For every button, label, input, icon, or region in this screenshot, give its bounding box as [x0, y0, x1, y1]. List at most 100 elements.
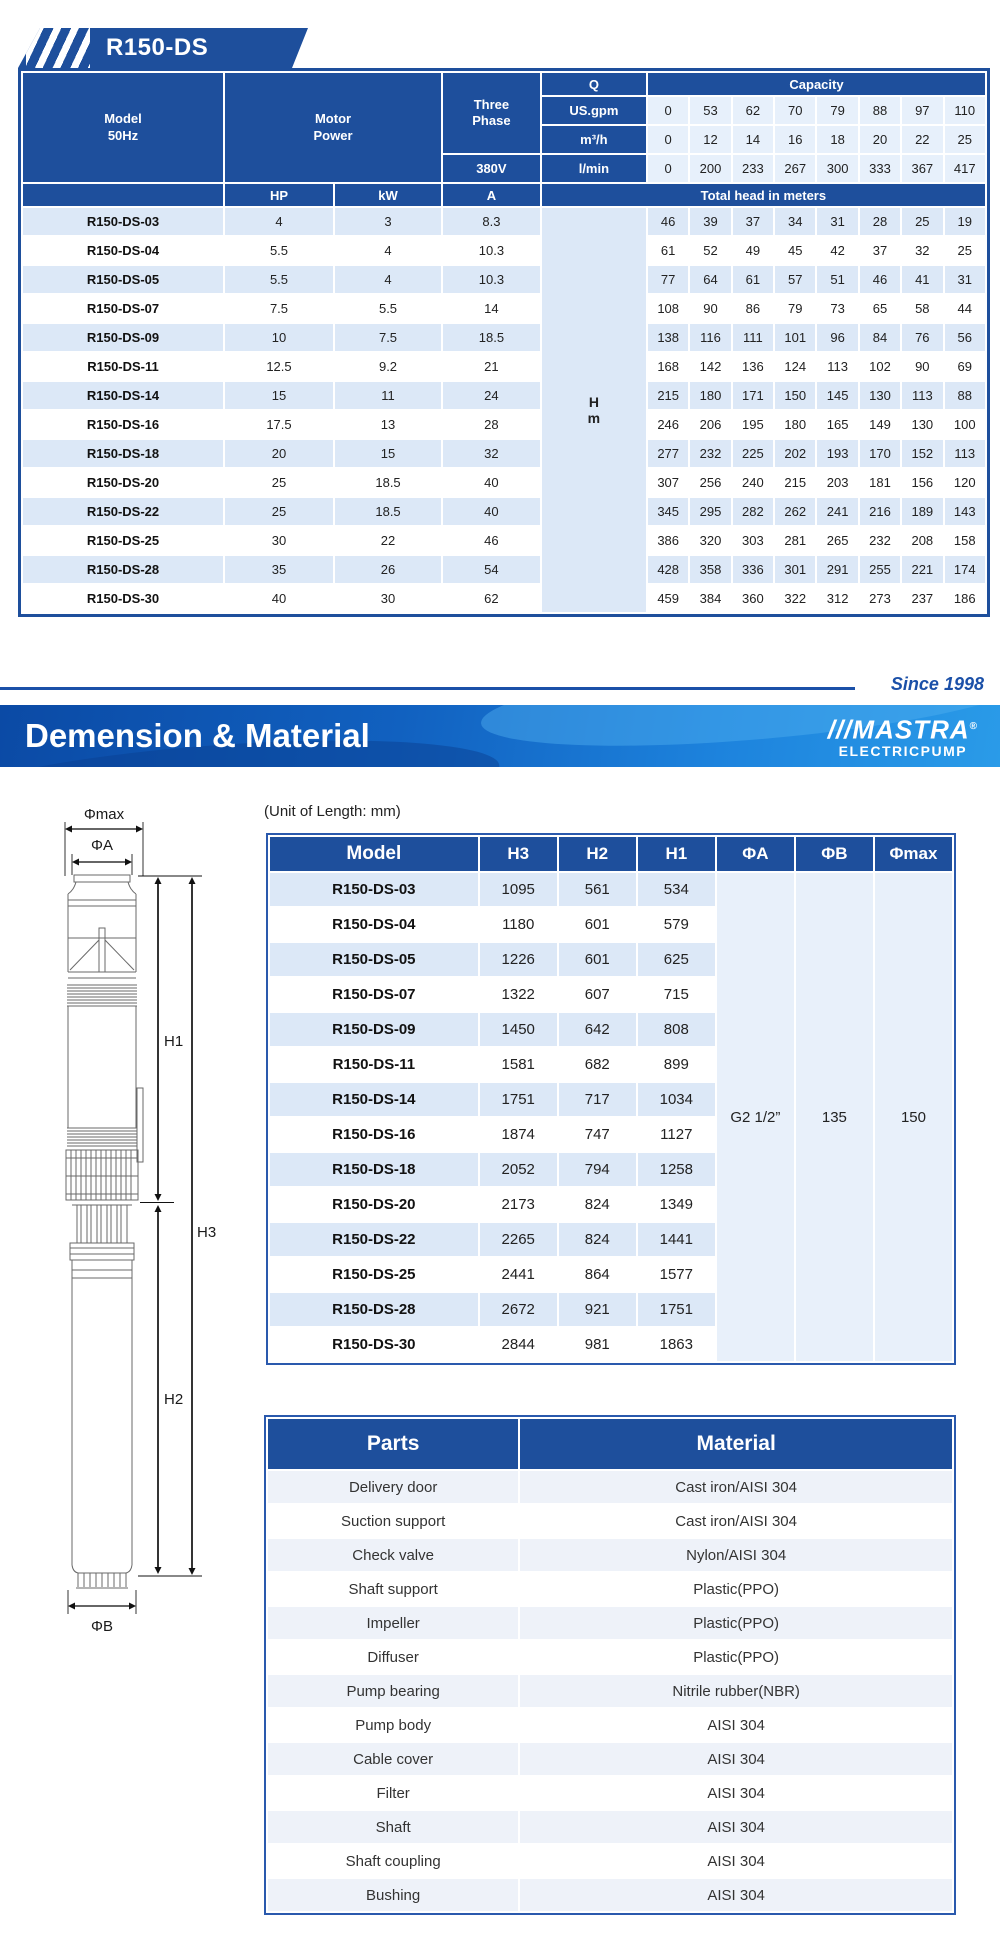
amp-cell: 8.3: [443, 208, 540, 235]
since-text: Since 1998: [890, 674, 984, 694]
performance-row: R150-DS-18 20 15 32 277 232 225 202 193 …: [23, 440, 985, 467]
part-row: Pump bearing Nitrile rubber(NBR): [268, 1675, 952, 1707]
hp-cell: 40: [225, 585, 333, 612]
capacity-value: 79: [817, 97, 858, 124]
head-value: 61: [647, 237, 689, 264]
head-value: 221: [902, 556, 943, 583]
head-value: 84: [859, 324, 901, 351]
h3-cell: 1450: [479, 1013, 557, 1046]
part-row: Shaft support Plastic(PPO): [268, 1573, 952, 1605]
amp-cell: 62: [443, 585, 540, 612]
phi-a-value-cell: G2 1/2”: [716, 873, 794, 1361]
material-cell: AISI 304: [520, 1709, 952, 1741]
head-value: 255: [859, 556, 901, 583]
kw-cell: 11: [334, 382, 442, 409]
dimension-row: R150-DS-14 1751 717 1034: [270, 1083, 952, 1116]
head-value: 39: [690, 208, 731, 235]
part-row: Shaft AISI 304: [268, 1811, 952, 1843]
amp-cell: 24: [443, 382, 540, 409]
head-value: 240: [732, 469, 774, 496]
model-cell: R150-DS-20: [270, 1188, 478, 1221]
phi-max-value-cell: 150: [874, 873, 952, 1361]
material-cell: AISI 304: [520, 1743, 952, 1775]
head-value: 360: [732, 585, 774, 612]
head-value: 281: [775, 527, 816, 554]
performance-row: R150-DS-30 40 30 62 459 384 360 322 312 …: [23, 585, 985, 612]
h3-cell: 1180: [479, 908, 557, 941]
h2-cell: 642: [558, 1013, 636, 1046]
head-value: 73: [817, 295, 858, 322]
h3-cell: 2052: [479, 1153, 557, 1186]
head-value: 28: [859, 208, 901, 235]
material-cell: AISI 304: [520, 1845, 952, 1877]
h2-cell: 824: [558, 1188, 636, 1221]
hp-header: HP: [225, 184, 333, 206]
material-cell: AISI 304: [520, 1811, 952, 1843]
head-value: 88: [944, 382, 985, 409]
capacity-value: 0: [647, 126, 689, 153]
model-cell: R150-DS-05: [270, 943, 478, 976]
brand-subtitle: ELECTRICPUMP: [838, 742, 968, 759]
part-name-cell: Filter: [268, 1777, 519, 1809]
dim-h2-header: H2: [558, 837, 636, 871]
dimension-row: R150-DS-30 2844 981 1863: [270, 1328, 952, 1361]
kw-cell: 15: [334, 440, 442, 467]
head-value: 130: [859, 382, 901, 409]
head-value: 180: [775, 411, 816, 438]
performance-row: R150-DS-03 4 3 8.3 H m 46 39 37 34 31 28…: [23, 208, 985, 612]
head-value: 277: [647, 440, 689, 467]
head-value: 101: [775, 324, 816, 351]
head-value: 171: [732, 382, 774, 409]
hp-cell: 15: [225, 382, 333, 409]
model-cell: R150-DS-14: [23, 382, 223, 409]
part-row: Diffuser Plastic(PPO): [268, 1641, 952, 1673]
performance-row: R150-DS-22 25 18.5 40 345 295 282 262 24…: [23, 498, 985, 525]
kw-cell: 5.5: [334, 295, 442, 322]
h1-cell: 1034: [637, 1083, 715, 1116]
part-name-cell: Cable cover: [268, 1743, 519, 1775]
dim-label-h2: H2: [164, 1391, 183, 1408]
model-cell: R150-DS-25: [270, 1258, 478, 1291]
hp-cell: 7.5: [225, 295, 333, 322]
head-value: 57: [775, 266, 816, 293]
capacity-value: 25: [944, 126, 985, 153]
parts-header: Parts: [268, 1419, 519, 1469]
head-value: 32: [902, 237, 943, 264]
hp-cell: 20: [225, 440, 333, 467]
performance-row: R150-DS-14 15 11 24 215 180 171 150 145 …: [23, 382, 985, 409]
h2-cell: 794: [558, 1153, 636, 1186]
head-value: 64: [690, 266, 731, 293]
head-value: 174: [944, 556, 985, 583]
material-cell: Plastic(PPO): [520, 1573, 952, 1605]
head-value: 215: [775, 469, 816, 496]
material-cell: Nylon/AISI 304: [520, 1539, 952, 1571]
brand-name: MASTRA: [852, 714, 970, 745]
dimension-row: R150-DS-25 2441 864 1577: [270, 1258, 952, 1291]
head-unit-cell: H m: [541, 208, 646, 612]
hp-cell: 17.5: [225, 411, 333, 438]
head-value: 256: [690, 469, 731, 496]
h3-cell: 1874: [479, 1118, 557, 1151]
h3-cell: 1751: [479, 1083, 557, 1116]
h2-cell: 747: [558, 1118, 636, 1151]
h3-cell: 2265: [479, 1223, 557, 1256]
perf-header-row-1: Model 50Hz Motor Power Three Phase Q Cap…: [23, 73, 985, 182]
brand-logo-mark: ///MASTRA®: [828, 714, 978, 743]
parts-table-body: Delivery door Cast iron/AISI 304 Suction…: [268, 1471, 952, 1911]
h3-cell: 2844: [479, 1328, 557, 1361]
head-value: 150: [775, 382, 816, 409]
pump-dimension-diagram: Φmax ΦA: [64, 806, 216, 1635]
lmin-label: l/min: [541, 155, 646, 182]
performance-row: R150-DS-07 7.5 5.5 14 108 90 86 79 73 65…: [23, 295, 985, 322]
dimension-row: R150-DS-04 1180 601 579: [270, 908, 952, 941]
head-value: 170: [859, 440, 901, 467]
dim-h1-header: H1: [637, 837, 715, 871]
head-value: 181: [859, 469, 901, 496]
head-value: 56: [944, 324, 985, 351]
head-value: 46: [647, 208, 689, 235]
part-name-cell: Bushing: [268, 1879, 519, 1911]
capacity-value: 88: [859, 97, 901, 124]
diagonal-stripes-icon: [26, 28, 90, 68]
part-name-cell: Delivery door: [268, 1471, 519, 1503]
voltage-label: 380V: [443, 155, 540, 182]
